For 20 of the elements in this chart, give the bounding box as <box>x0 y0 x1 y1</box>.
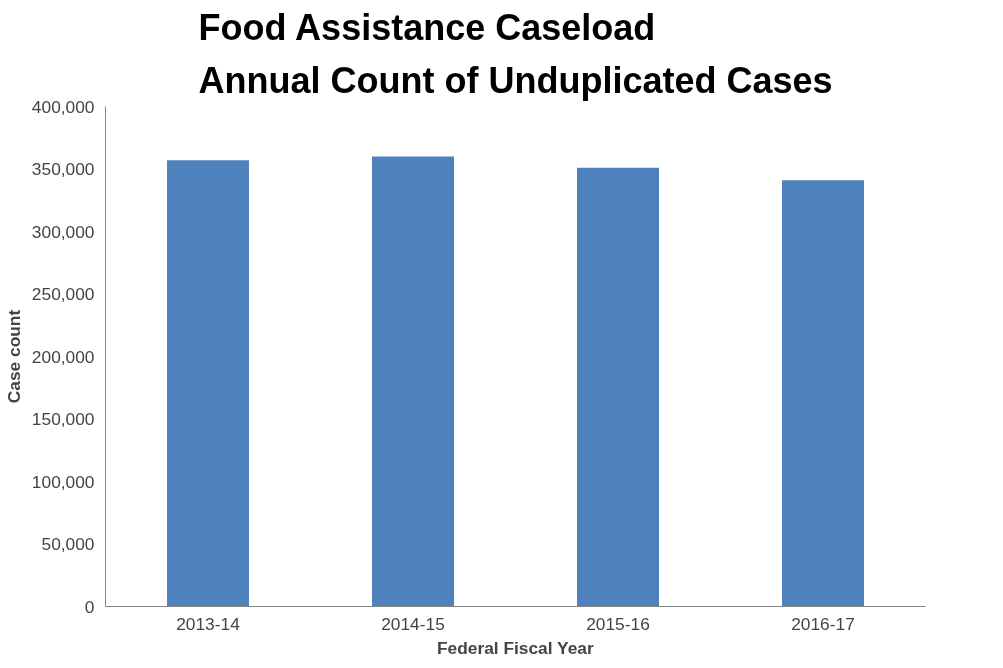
x-tick-label: 2013-14 <box>176 613 241 634</box>
x-tick-label: 2014-15 <box>381 613 445 634</box>
bar <box>372 156 454 607</box>
y-tick-label: 0 <box>84 596 95 617</box>
y-tick-label: 150,000 <box>31 409 95 429</box>
y-tick-label: 200,000 <box>31 346 95 367</box>
y-tick-label: 400,000 <box>31 96 95 117</box>
x-axis-title: Federal Fiscal Year <box>436 637 594 658</box>
x-tick-label: 2015-16 <box>586 613 650 634</box>
bar <box>782 180 864 607</box>
y-axis-title: Case count <box>3 309 24 404</box>
x-tick-label: 2016-17 <box>791 613 855 634</box>
y-tick-label: 100,000 <box>31 471 95 492</box>
bar <box>167 160 249 607</box>
y-tick-label: 350,000 <box>31 159 95 179</box>
y-tick-label: 300,000 <box>31 221 95 242</box>
y-tick-label: 250,000 <box>31 284 95 304</box>
bar <box>577 167 659 607</box>
chart-title: Food Assistance Caseload Annual Count of Unduplicated Cases <box>198 7 833 102</box>
y-tick-label: 50,000 <box>41 534 95 554</box>
